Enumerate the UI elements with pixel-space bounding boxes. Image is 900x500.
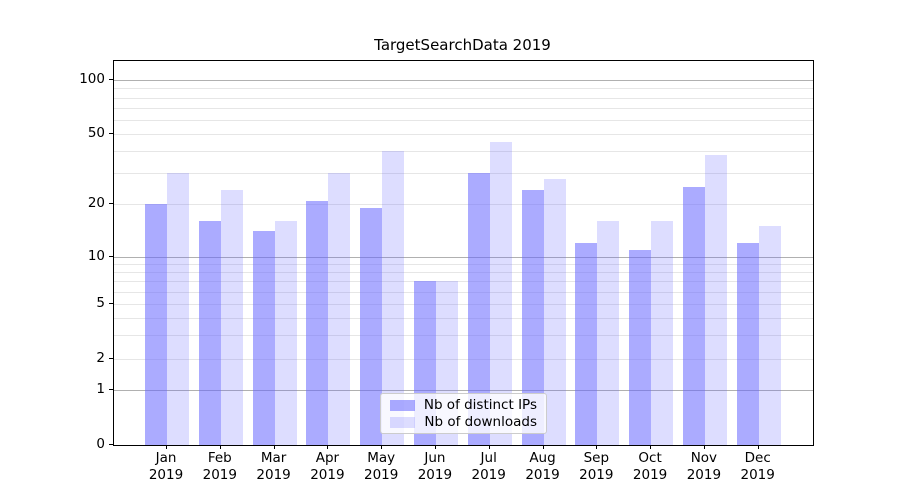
bar-downloads-aug [543,178,566,445]
bar-distinct-ips-sep [575,242,598,445]
bar-distinct-ips-nov [682,187,705,445]
y-tick-mark [109,443,113,445]
bar-downloads-apr [328,173,351,445]
bar-distinct-ips-aug [521,190,544,445]
x-tick-mark [542,445,544,449]
x-tick-mark [703,445,705,449]
gridline-minor [114,204,813,206]
x-tick-mark [757,445,759,449]
x-tick-label-aug: Aug 2019 [525,450,560,483]
bar-distinct-ips-dec [736,242,759,445]
x-tick-label-feb: Feb 2019 [202,450,237,483]
bar-distinct-ips-mar [252,231,275,445]
gridline-major [114,80,813,81]
y-tick-mark [109,133,113,135]
legend-label-downloads: Nb of downloads [424,414,537,430]
gridline-major [114,256,813,258]
y-tick-label: 0 [96,435,105,452]
gridline-minor [114,151,813,153]
bar-downloads-sep [597,221,620,445]
bar-downloads-dec [758,226,781,445]
x-tick-mark [434,445,436,449]
x-tick-mark [488,445,490,449]
gridline-minor [114,88,813,90]
gridline-minor [114,263,813,265]
gridline-minor [114,134,813,136]
gridline-minor [114,281,813,283]
y-tick-label: 100 [79,71,105,87]
y-tick-mark [109,79,113,80]
bar-downloads-jan [167,173,189,445]
x-tick-label-mar: Mar 2019 [256,450,291,483]
gridline-minor [114,304,813,306]
gridline-minor [114,97,813,99]
bar-distinct-ips-feb [198,221,221,445]
gridline-minor [114,291,813,293]
y-tick-mark [109,255,113,257]
gridline-minor [114,359,813,360]
y-tick-label: 50 [87,125,105,142]
x-tick-label-nov: Nov 2019 [686,450,722,483]
x-tick-mark [327,445,329,449]
legend-item-downloads: Nb of downloads [390,414,537,430]
bar-downloads-oct [651,221,674,445]
bar-downloads-nov [704,155,727,445]
plot-area [113,60,814,446]
y-tick-label: 20 [87,195,105,212]
x-tick-label-oct: Oct 2019 [632,450,668,483]
gridline-major [114,390,813,391]
bar-downloads-jul [489,142,512,445]
y-tick-mark [109,203,113,205]
x-tick-mark [273,445,275,449]
bar-distinct-ips-may [360,208,383,445]
gridline-minor [114,173,813,175]
gridline-minor [114,120,813,121]
bar-downloads-may [382,151,405,445]
legend: Nb of distinct IPs Nb of downloads [380,393,547,434]
legend-swatch-downloads-icon [390,416,416,428]
x-tick-label-sep: Sep 2019 [579,450,614,483]
y-tick-label: 1 [96,381,105,397]
x-tick-label-jul: Jul 2019 [471,450,506,483]
bar-distinct-ips-jan [145,204,167,445]
y-tick-mark [109,303,113,305]
legend-label-distinct-ips: Nb of distinct IPs [423,397,537,413]
gridline-minor [114,334,813,336]
x-tick-label-jan: Jan 2019 [148,450,184,483]
x-tick-mark [166,445,167,449]
y-tick-mark [109,358,113,359]
bar-downloads-feb [220,190,243,445]
x-tick-label-jun: Jun 2019 [417,450,453,483]
bar-distinct-ips-oct [629,249,652,445]
x-tick-label-dec: Dec 2019 [740,450,775,483]
y-tick-label: 10 [87,247,105,264]
bar-distinct-ips-apr [306,200,329,445]
bar-distinct-ips-jul [467,173,490,445]
x-tick-label-apr: Apr 2019 [310,450,345,483]
legend-swatch-distinct-ips-icon [390,399,415,411]
gridline-minor [114,317,813,319]
gridline-minor [114,272,813,273]
y-tick-label: 5 [96,295,105,312]
y-tick-mark [109,389,113,390]
bar-downloads-mar [274,221,297,445]
x-tick-label-may: May 2019 [364,450,399,483]
legend-item-distinct-ips: Nb of distinct IPs [390,397,537,413]
x-tick-mark [381,445,383,449]
y-tick-label: 2 [96,350,105,366]
x-tick-mark [596,445,598,449]
x-tick-mark [219,445,221,449]
gridline-minor [114,107,813,109]
x-tick-mark [650,445,652,449]
chart-title: TargetSearchData 2019 [374,36,551,54]
